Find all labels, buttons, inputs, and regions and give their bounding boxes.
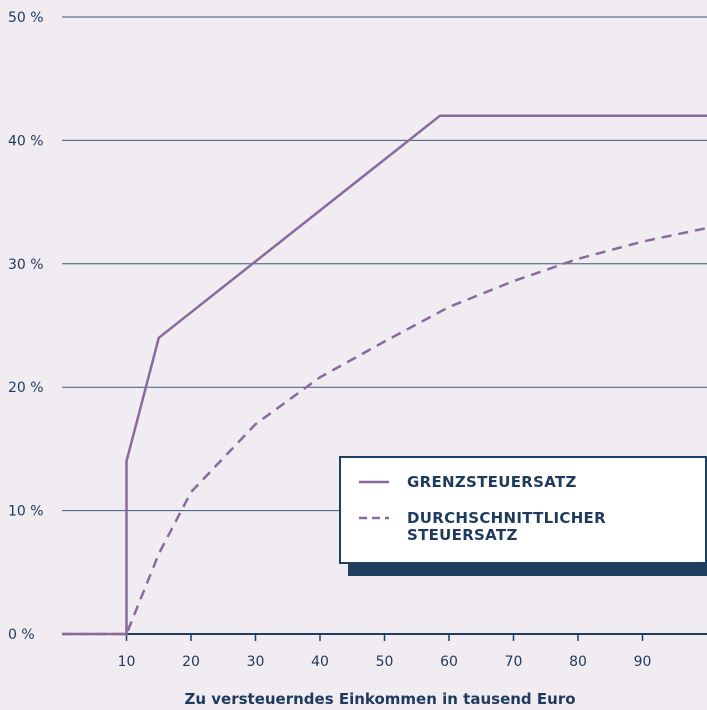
x-tick-label: 60	[440, 654, 458, 670]
legend-swatch-dashed	[359, 516, 389, 520]
y-tick-label: 40 %	[8, 133, 44, 149]
x-tick-label: 20	[182, 654, 200, 670]
x-tick-label: 70	[505, 654, 523, 670]
y-tick-label: 50 %	[8, 10, 44, 26]
x-tick-label: 40	[311, 654, 329, 670]
series-lines	[62, 114, 707, 636]
series-line-average-rate	[62, 226, 707, 636]
y-tick-label: 20 %	[8, 380, 44, 396]
legend: GRENZSTEUERSATZ DURCHSCHNITTLICHER STEUE…	[339, 456, 707, 564]
x-tick-label: 80	[569, 654, 587, 670]
y-axis-ticks: 0 % 10 % 20 % 30 % 40 % 50 %	[8, 10, 44, 643]
x-axis-label: Zu versteuerndes Einkommen in tausend Eu…	[184, 690, 575, 708]
legend-label-average: DURCHSCHNITTLICHER STEUERSATZ	[407, 509, 606, 544]
legend-item-average: DURCHSCHNITTLICHER STEUERSATZ	[359, 510, 667, 544]
x-tick-label: 90	[634, 654, 652, 670]
x-tick-label: 10	[118, 654, 136, 670]
y-tick-label: 30 %	[8, 257, 44, 273]
y-tick-label: 0 %	[8, 627, 35, 643]
x-tick-label: 50	[376, 654, 394, 670]
y-tick-label: 10 %	[8, 504, 44, 520]
legend-item-marginal: GRENZSTEUERSATZ	[359, 474, 667, 491]
legend-swatch-solid	[359, 480, 389, 484]
x-axis-ticks: 10 20 30 40 50 60 70 80 90	[118, 634, 652, 670]
x-tick-label: 30	[247, 654, 265, 670]
legend-label-marginal: GRENZSTEUERSATZ	[407, 473, 577, 491]
